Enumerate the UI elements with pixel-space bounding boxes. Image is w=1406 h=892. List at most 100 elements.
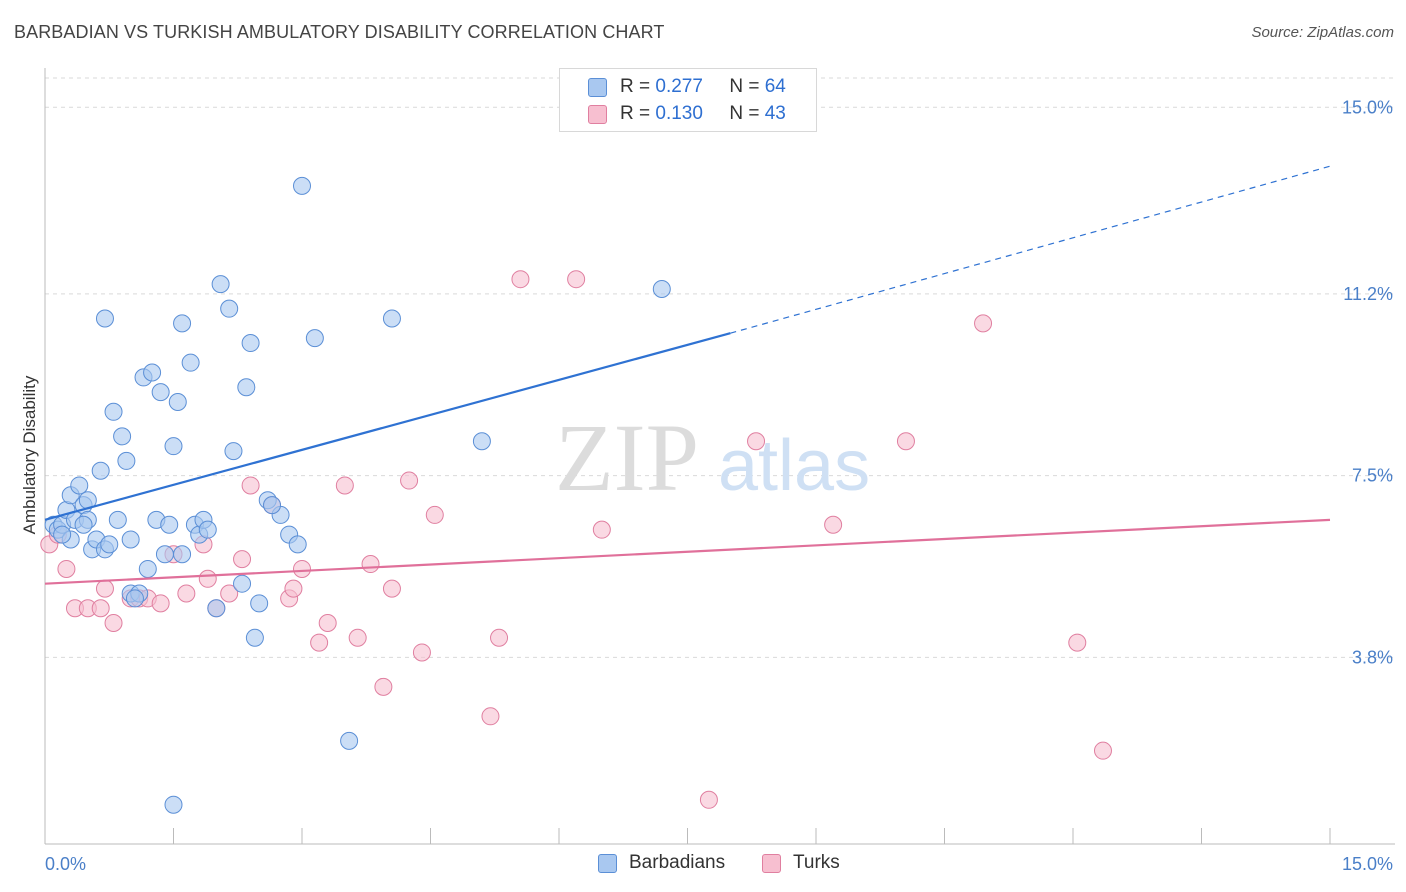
tick-labels: 15.0% 11.2% 7.5% 3.8% 0.0% 15.0%	[45, 97, 1393, 874]
barbadians-point	[143, 363, 162, 382]
chart-title: BARBADIAN VS TURKISH AMBULATORY DISABILI…	[14, 22, 665, 42]
barbadians-trend-line	[44, 332, 731, 521]
turks-point	[91, 599, 110, 618]
barbadians-point	[211, 275, 230, 294]
barbadians-point	[245, 628, 264, 647]
legend-r-label: R =	[620, 103, 651, 124]
legend-n-label: N =	[729, 103, 760, 124]
barbadians-point	[173, 545, 192, 564]
legend-r-label: R =	[620, 76, 651, 97]
legend-swatch-blue	[588, 78, 607, 97]
bottom-legend-swatch-blue	[598, 854, 617, 873]
barbadians-point	[173, 314, 192, 333]
turks-point	[104, 613, 123, 632]
turks-point	[481, 707, 500, 726]
barbadians-point	[70, 476, 89, 495]
turks-point	[1093, 741, 1112, 760]
turks-point	[233, 550, 252, 569]
turks-point	[824, 515, 843, 534]
turks-point	[382, 579, 401, 598]
barbadians-point	[151, 383, 170, 402]
barbadians-point	[237, 378, 256, 397]
y-tick-label: 3.8%	[1352, 647, 1393, 667]
watermark-zip: ZIP	[555, 404, 699, 511]
turks-point	[293, 559, 311, 578]
turks-point	[490, 628, 509, 647]
barbadians-point	[95, 309, 114, 328]
legend-n-value: 64	[764, 76, 786, 97]
turks-point	[284, 579, 303, 598]
trend-lines	[44, 165, 1331, 585]
x-tick-label: 15.0%	[1342, 854, 1393, 874]
barbadians-point	[125, 589, 144, 608]
turks-point	[361, 555, 380, 574]
turks-point	[1068, 633, 1087, 652]
barbadians-point	[100, 535, 119, 554]
barbadians-point	[288, 535, 307, 554]
turks-point	[95, 579, 114, 598]
barbadians-point	[472, 432, 491, 451]
barbadians-point	[224, 442, 243, 461]
barbadians-point	[117, 451, 136, 470]
barbadians-point	[104, 402, 123, 421]
turks-point	[241, 476, 260, 495]
turks-point	[335, 476, 354, 495]
barbadians-point	[220, 299, 239, 318]
turks-point	[425, 505, 444, 524]
turks-point	[896, 432, 915, 451]
barbadians-point	[138, 559, 157, 578]
barbadians-point	[340, 731, 359, 750]
turks-point	[412, 643, 431, 662]
barbadians-trend-extension	[730, 165, 1331, 334]
barbadians-point	[160, 515, 179, 534]
turks-point	[57, 559, 76, 578]
legend-n-label: N =	[729, 76, 760, 97]
barbadians-point	[164, 795, 183, 814]
turks-point	[310, 633, 329, 652]
legend-n-value: 43	[764, 103, 786, 124]
legend-r-value: 0.130	[655, 103, 703, 124]
barbadians-point	[305, 329, 324, 348]
barbadians-point	[250, 594, 269, 613]
bottom-legend-label: Turks	[793, 852, 840, 873]
barbadians-points	[44, 176, 671, 814]
watermark: ZIP atlas	[555, 404, 870, 511]
barbadians-point	[198, 520, 217, 539]
axes	[44, 68, 1395, 845]
source-label: Source: ZipAtlas.com	[1251, 24, 1394, 41]
y-axis-label: Ambulatory Disability	[20, 375, 39, 534]
turks-point	[151, 594, 170, 613]
turks-point	[177, 584, 196, 603]
turks-point	[567, 270, 586, 289]
legend: R = 0.277 N = 64 R = 0.130 N = 43	[559, 68, 817, 132]
barbadians-point	[91, 461, 110, 480]
turks-point	[400, 471, 419, 490]
barbadians-point	[108, 510, 127, 529]
barbadians-point	[293, 176, 311, 195]
barbadians-point	[113, 427, 132, 446]
bottom-legend-label: Barbadians	[629, 852, 726, 873]
barbadians-point	[121, 530, 140, 549]
turks-point	[974, 314, 993, 333]
turks-point	[220, 584, 239, 603]
barbadians-point	[652, 280, 671, 299]
watermark-atlas: atlas	[718, 426, 870, 506]
turks-point	[592, 520, 611, 539]
y-tick-label: 7.5%	[1352, 466, 1393, 486]
barbadians-point	[74, 515, 93, 534]
barbadians-point	[207, 599, 226, 618]
y-tick-label: 15.0%	[1342, 97, 1393, 117]
turks-point	[699, 790, 718, 809]
x-tick-label: 0.0%	[45, 854, 86, 874]
barbadians-point	[382, 309, 401, 328]
barbadians-point	[155, 545, 174, 564]
turks-point	[318, 613, 337, 632]
grid-lines	[45, 77, 1395, 658]
legend-swatch-pink	[588, 105, 607, 124]
barbadians-point	[263, 496, 282, 515]
turks-point	[348, 628, 367, 647]
turks-point	[198, 569, 217, 588]
y-tick-label: 11.2%	[1343, 284, 1393, 304]
legend-r-value: 0.277	[655, 76, 703, 97]
